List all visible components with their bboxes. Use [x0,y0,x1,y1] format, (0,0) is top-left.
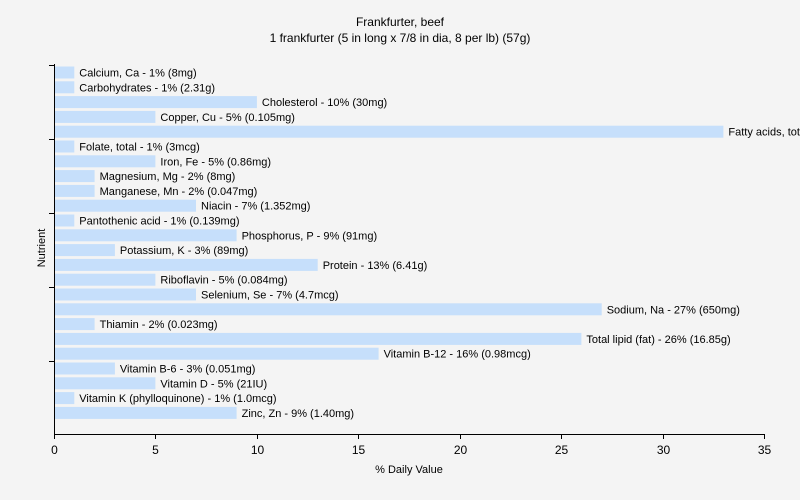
bar [54,96,257,109]
bar [54,170,95,183]
bar-data-label: Iron, Fe - 5% (0.86mg) [160,156,271,168]
bar [54,110,156,123]
bar-data-label: Folate, total - 1% (3mcg) [79,142,199,154]
bar-data-label: Thiamin - 2% (0.023mg) [100,319,218,331]
bar [54,81,75,94]
x-tick-label: 5 [152,443,159,457]
bar-data-label: Copper, Cu - 5% (0.105mg) [160,112,295,124]
bar [54,318,95,331]
bar-data-label: Protein - 13% (6.41g) [323,260,428,272]
chart-title: Frankfurter, beef [355,15,445,29]
bar-data-label: Manganese, Mn - 2% (0.047mg) [100,186,258,198]
bar-data-label: Vitamin B-6 - 3% (0.051mg) [120,364,256,376]
bar [54,199,196,212]
bar [54,155,156,168]
bar [54,244,115,257]
bar-data-label: Riboflavin - 5% (0.084mg) [160,275,287,287]
bar [54,303,602,316]
bar-data-label: Fatty acids, total saturated - 33% (6.66… [728,127,800,139]
bar-data-label: Vitamin K (phylloquinone) - 1% (1.0mcg) [79,393,276,405]
x-tick-label: 25 [555,443,569,457]
bar-data-label: Potassium, K - 3% (89mg) [120,245,248,257]
chart-subtitle: 1 frankfurter (5 in long x 7/8 in dia, 8… [269,31,531,45]
x-tick-label: 30 [657,443,671,457]
bar-data-label: Niacin - 7% (1.352mg) [201,201,310,213]
bar [54,273,156,286]
bar [54,347,379,360]
x-tick-label: 15 [352,443,366,457]
bar [54,184,95,197]
bar-data-label: Total lipid (fat) - 26% (16.85g) [586,334,730,346]
x-tick-label: 20 [454,443,468,457]
bar-data-label: Zinc, Zn - 9% (1.40mg) [242,408,354,420]
bar [54,258,318,271]
bar-data-label: Magnesium, Mg - 2% (8mg) [100,171,236,183]
bar-data-label: Cholesterol - 10% (30mg) [262,97,387,109]
x-tick-label: 35 [758,443,772,457]
bar [54,362,115,375]
bar [54,392,75,405]
bar [54,214,75,227]
bar-data-label: Pantothenic acid - 1% (0.139mg) [79,216,239,228]
x-axis-label: % Daily Value [375,464,443,476]
x-tick-label: 0 [51,443,58,457]
y-axis-label: Nutrient [36,228,48,268]
bar [54,332,582,345]
bar [54,140,75,153]
bar [54,377,156,390]
bar [54,229,237,242]
x-tick-label: 10 [251,443,265,457]
bar-data-label: Selenium, Se - 7% (4.7mcg) [201,290,339,302]
bar-data-label: Vitamin D - 5% (21IU) [160,378,267,390]
bar [54,406,237,419]
bar-data-label: Phosphorus, P - 9% (91mg) [242,230,378,242]
bar [54,125,724,138]
bar-data-label: Carbohydrates - 1% (2.31g) [79,82,215,94]
bar [54,66,75,79]
bar [54,288,196,301]
bar-data-label: Vitamin B-12 - 16% (0.98mcg) [384,349,531,361]
bar-data-label: Calcium, Ca - 1% (8mg) [79,68,196,80]
bar-data-label: Sodium, Na - 27% (650mg) [607,304,740,316]
